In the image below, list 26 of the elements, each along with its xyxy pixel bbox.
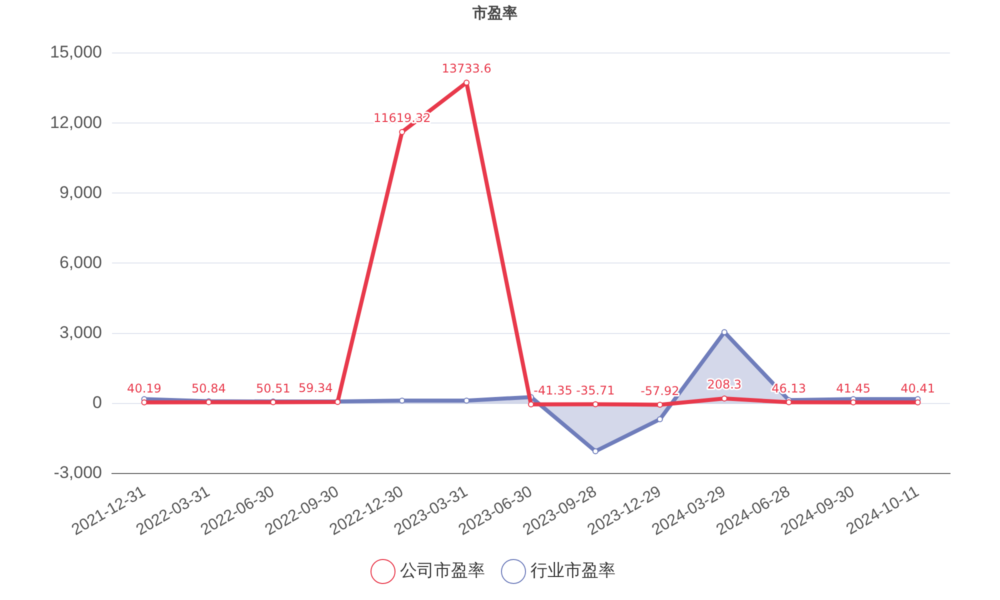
point [399, 128, 406, 135]
data-label: 40.19 [127, 382, 162, 396]
point [528, 401, 534, 408]
data-label: -35.71 [576, 383, 615, 398]
point [914, 399, 921, 406]
y-tick-label: 3,000 [59, 322, 102, 342]
data-label: 208.3 [707, 378, 742, 392]
legend-label: 公司市盈率 [400, 561, 485, 580]
point [592, 448, 598, 454]
data-label: 50.51 [256, 381, 290, 396]
y-tick-label: 9,000 [59, 182, 102, 202]
y-tick-label: 0 [92, 393, 102, 412]
data-label: -57.92 [640, 384, 680, 398]
y-tick-label: 15,000 [50, 42, 102, 62]
point [656, 416, 663, 422]
chart-title: 市盈率 [472, 4, 518, 22]
data-label: -41.35 [534, 383, 572, 398]
data-label: 41.45 [836, 382, 870, 396]
y-tick-label: -3,000 [54, 463, 102, 482]
data-label: 59.34 [298, 381, 333, 396]
legend-label: 行业市盈率 [530, 561, 616, 580]
y-tick-label: 6,000 [59, 252, 102, 272]
y-tick-label: 12,000 [50, 112, 102, 132]
data-label: 40.41 [900, 382, 935, 396]
data-label: 50.84 [192, 381, 226, 396]
data-label: 13733.6 [442, 62, 492, 76]
